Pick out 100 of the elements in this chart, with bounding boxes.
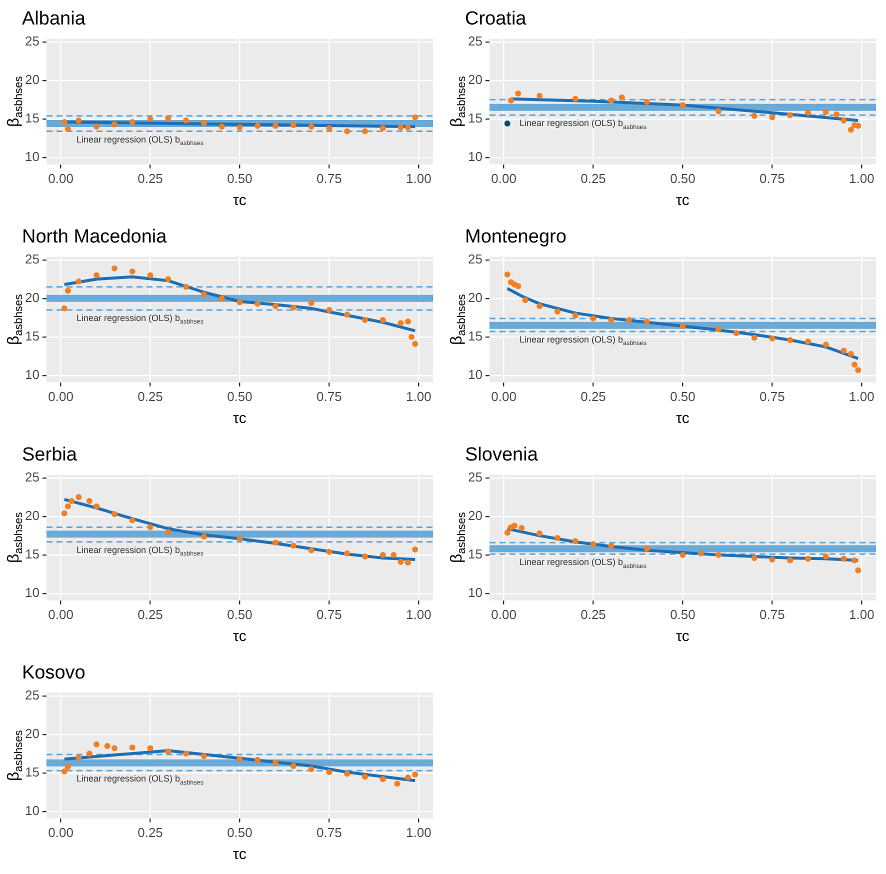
x-tick-label: 0.75	[316, 170, 342, 186]
point	[254, 300, 261, 307]
point	[618, 94, 625, 100]
point	[536, 92, 543, 99]
y-tick-label: 25	[468, 33, 482, 48]
point	[165, 528, 172, 535]
x-tick-label: 0.25	[138, 170, 163, 186]
y-axis-title: βasbhses	[448, 76, 468, 128]
y-tick-label: 15	[24, 764, 40, 780]
x-tick-label: 0.00	[48, 824, 74, 840]
point	[94, 503, 100, 510]
point	[404, 124, 411, 130]
point	[536, 530, 543, 536]
point	[398, 320, 404, 326]
point	[390, 552, 397, 558]
point	[254, 122, 261, 129]
point	[855, 567, 862, 574]
point	[852, 557, 858, 564]
point	[769, 556, 776, 563]
point	[626, 316, 632, 323]
x-tick-label: 0.50	[670, 606, 696, 622]
point	[94, 124, 100, 130]
point	[380, 125, 386, 132]
point	[64, 288, 71, 294]
point	[515, 90, 522, 97]
point	[840, 348, 847, 354]
x-tick-label: 1.00	[849, 606, 874, 622]
point	[848, 350, 854, 357]
point	[86, 750, 92, 757]
point	[380, 552, 386, 558]
y-tick-label: 15	[468, 328, 482, 344]
x-tick-label: 1.00	[406, 388, 432, 404]
y-tick-label: 25	[24, 687, 40, 702]
point	[380, 316, 386, 323]
point	[218, 124, 225, 130]
x-tick-label: 1.00	[406, 824, 432, 840]
point	[76, 494, 82, 500]
point	[64, 503, 71, 510]
x-tick-label: 0.00	[491, 606, 516, 622]
point	[272, 122, 279, 129]
y-tick-label: 20	[468, 72, 482, 87]
y-tick-label: 10	[468, 149, 482, 164]
point	[64, 126, 71, 132]
point	[554, 534, 560, 541]
y-tick-label: 10	[468, 367, 482, 382]
point	[404, 318, 411, 325]
point	[805, 338, 811, 345]
x-tick-label: 0.75	[316, 388, 342, 404]
y-tick-label: 10	[24, 367, 40, 382]
point	[769, 335, 776, 342]
point	[572, 96, 578, 102]
point	[76, 278, 82, 284]
point	[504, 272, 510, 278]
x-tick-label: 0.25	[138, 824, 163, 840]
point	[326, 306, 332, 313]
point	[165, 748, 172, 754]
point	[554, 308, 560, 315]
point	[822, 109, 829, 116]
x-tick-label: 0.25	[138, 388, 163, 404]
point	[398, 558, 404, 565]
point	[254, 756, 261, 763]
point	[61, 768, 68, 774]
point	[572, 312, 578, 318]
y-tick-label: 15	[24, 546, 40, 562]
point	[147, 745, 154, 752]
y-tick-label: 25	[468, 469, 482, 484]
point	[111, 745, 118, 752]
point	[64, 764, 71, 770]
point	[183, 117, 190, 124]
point	[504, 120, 510, 127]
x-tick-label: 1.00	[849, 170, 874, 186]
point	[751, 112, 758, 119]
x-tick-label: 0.50	[227, 824, 252, 840]
point	[412, 771, 418, 778]
point	[272, 540, 279, 546]
point	[76, 117, 82, 124]
x-tick-label: 1.00	[406, 606, 432, 622]
y-tick-label: 25	[468, 251, 482, 266]
x-tick-label: 0.25	[580, 606, 606, 622]
point	[218, 295, 225, 302]
point	[644, 98, 650, 105]
point	[680, 102, 686, 108]
point	[362, 316, 368, 323]
y-tick-label: 20	[468, 508, 482, 523]
point	[805, 556, 811, 562]
x-axis-title: τc	[233, 628, 247, 646]
point	[412, 114, 418, 120]
point	[608, 316, 614, 323]
point	[183, 284, 190, 290]
point	[733, 330, 740, 336]
point	[61, 119, 68, 126]
point	[408, 334, 415, 340]
y-axis-title: βasbhses	[5, 512, 25, 564]
x-tick-label: 1.00	[849, 388, 874, 404]
x-tick-label: 0.25	[580, 170, 606, 186]
x-axis-title: τc	[676, 192, 690, 210]
y-tick-label: 15	[24, 110, 40, 126]
point	[590, 315, 596, 322]
point	[716, 552, 722, 558]
point	[680, 323, 686, 330]
